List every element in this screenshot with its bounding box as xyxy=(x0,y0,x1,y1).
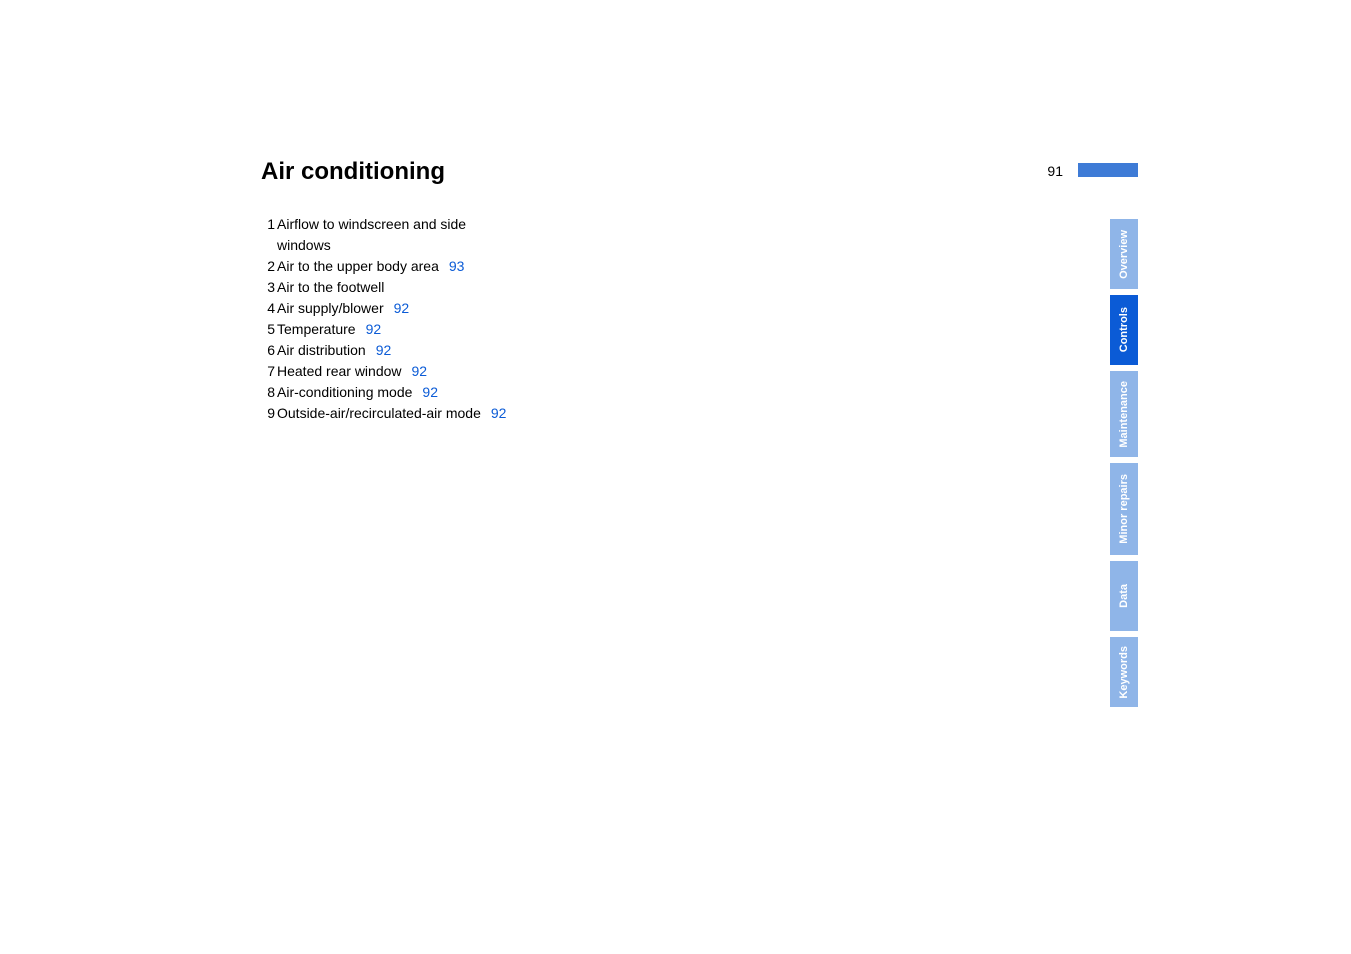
list-item-body: Air supply/blower 92 xyxy=(277,298,409,319)
tab-controls[interactable]: Controls xyxy=(1110,295,1138,365)
list-item-text: Heated rear window xyxy=(277,363,402,379)
list-item-text: Air-conditioning mode xyxy=(277,384,412,400)
page-reference-link[interactable]: 92 xyxy=(422,384,438,400)
tab-label: Data xyxy=(1118,576,1130,616)
list-item: 2Air to the upper body area 93 xyxy=(261,256,781,277)
list-item-body: Air to the footwell xyxy=(277,277,384,298)
page-number: 91 xyxy=(1047,163,1063,179)
list-item-body: Outside-air/recirculated-air mode 92 xyxy=(277,403,506,424)
list-item: 6Air distribution 92 xyxy=(261,340,781,361)
list-item-number: 2 xyxy=(261,256,275,277)
tab-keywords[interactable]: Keywords xyxy=(1110,637,1138,707)
page-reference-link[interactable]: 92 xyxy=(412,363,428,379)
tab-label: Maintenance xyxy=(1118,373,1130,456)
list-item-number: 3 xyxy=(261,277,275,298)
page-reference-link[interactable]: 92 xyxy=(491,405,507,421)
list-item-body: Air to the upper body area 93 xyxy=(277,256,464,277)
list-item-body: Airflow to windscreen and side windows xyxy=(277,214,497,256)
list-item-text: Air distribution xyxy=(277,342,366,358)
list-item-number: 6 xyxy=(261,340,275,361)
list-item-text: Air to the footwell xyxy=(277,279,384,295)
list-item: 3Air to the footwell xyxy=(261,277,781,298)
document-page: Air conditioning 1Airflow to windscreen … xyxy=(0,0,1351,954)
page-reference-link[interactable]: 92 xyxy=(394,300,410,316)
list-item-text: Air supply/blower xyxy=(277,300,384,316)
numbered-list: 1Airflow to windscreen and side windows2… xyxy=(261,214,781,424)
list-item-body: Temperature 92 xyxy=(277,319,381,340)
list-item: 1Airflow to windscreen and side windows xyxy=(261,214,781,256)
list-item-body: Heated rear window 92 xyxy=(277,361,427,382)
tab-label: Keywords xyxy=(1118,638,1130,707)
list-item: 5Temperature 92 xyxy=(261,319,781,340)
main-content: Air conditioning 1Airflow to windscreen … xyxy=(261,158,781,424)
list-item: 9Outside-air/recirculated-air mode 92 xyxy=(261,403,781,424)
tab-overview[interactable]: Overview xyxy=(1110,219,1138,289)
list-item-number: 5 xyxy=(261,319,275,340)
list-item-text: Outside-air/recirculated-air mode xyxy=(277,405,481,421)
tab-label: Minor repairs xyxy=(1118,466,1130,552)
section-tabs: Overview Controls Maintenance Minor repairs… xyxy=(1110,219,1138,713)
list-item-body: Air-conditioning mode 92 xyxy=(277,382,438,403)
page-reference-link[interactable]: 92 xyxy=(376,342,392,358)
list-item-number: 4 xyxy=(261,298,275,319)
tab-minor-repairs[interactable]: Minor repairs xyxy=(1110,463,1138,555)
list-item-text: Airflow to windscreen and side windows xyxy=(277,216,466,253)
page-title: Air conditioning xyxy=(261,158,781,186)
list-item-number: 1 xyxy=(261,214,275,235)
list-item-number: 8 xyxy=(261,382,275,403)
list-item-text: Temperature xyxy=(277,321,356,337)
list-item-number: 7 xyxy=(261,361,275,382)
tab-label: Controls xyxy=(1118,299,1130,360)
tab-data[interactable]: Data xyxy=(1110,561,1138,631)
tab-maintenance[interactable]: Maintenance xyxy=(1110,371,1138,457)
page-marker xyxy=(1078,163,1138,177)
list-item: 8Air-conditioning mode 92 xyxy=(261,382,781,403)
list-item: 4Air supply/blower 92 xyxy=(261,298,781,319)
list-item: 7Heated rear window 92 xyxy=(261,361,781,382)
list-item-number: 9 xyxy=(261,403,275,424)
page-reference-link[interactable]: 93 xyxy=(449,258,465,274)
list-item-body: Air distribution 92 xyxy=(277,340,391,361)
list-item-text: Air to the upper body area xyxy=(277,258,439,274)
tab-label: Overview xyxy=(1118,222,1130,287)
page-reference-link[interactable]: 92 xyxy=(366,321,382,337)
